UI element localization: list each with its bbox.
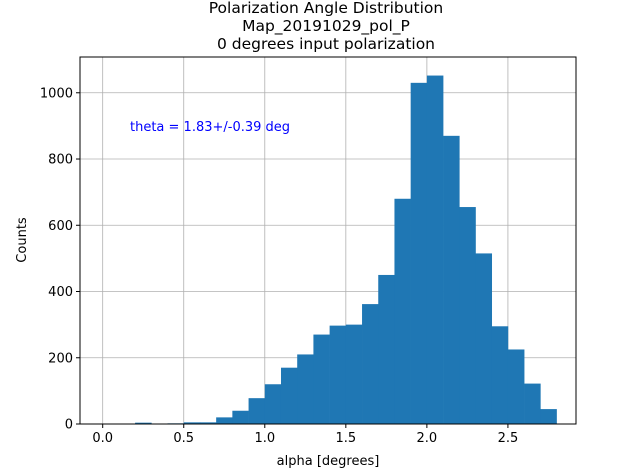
y-axis-ticks: 0 200 400 600 800 1000: [40, 86, 80, 433]
x-tick-label-3: 1.5: [335, 431, 356, 446]
x-axis-label: alpha [degrees]: [277, 454, 380, 469]
y-tick-label-1: 200: [48, 351, 73, 366]
y-tick-label-5: 1000: [40, 86, 73, 101]
y-axis-label: Counts: [15, 217, 30, 263]
x-axis-ticks: 0.0 0.5 1.0 1.5 2.0 2.5: [92, 424, 518, 446]
histogram-bar-26: [524, 383, 541, 424]
histogram-bar-11: [280, 367, 298, 424]
x-tick-label-4: 2.0: [417, 431, 438, 446]
y-tick-label-3: 600: [48, 219, 73, 234]
histogram-bar-18: [394, 198, 411, 424]
x-tick-label-5: 2.5: [498, 431, 519, 446]
theta-annotation: theta = 1.83+/-0.39 deg: [130, 120, 290, 135]
histogram-bars: [135, 75, 557, 424]
y-tick-label-4: 800: [48, 153, 73, 168]
histogram-bar-10: [264, 384, 282, 424]
title-line-3: 0 degrees input polarization: [217, 35, 435, 53]
histogram-bar-14: [329, 325, 347, 424]
histogram-bar-5: [183, 422, 201, 424]
title-line-2: Map_20191029_pol_P: [242, 17, 410, 36]
histogram-bar-12: [297, 354, 314, 424]
histogram-bar-6: [199, 422, 217, 424]
histogram-bar-7: [216, 417, 233, 424]
histogram-bar-8: [232, 410, 249, 424]
histogram-bar-2: [135, 422, 152, 424]
x-tick-label-0: 0.0: [92, 431, 113, 446]
y-tick-label-0: 0: [65, 418, 73, 433]
histogram-bar-16: [362, 304, 379, 424]
histogram-bar-17: [378, 274, 395, 424]
histogram-bar-23: [475, 253, 493, 424]
histogram-bar-13: [313, 334, 330, 424]
y-tick-label-2: 400: [48, 285, 73, 300]
chart-title: Polarization Angle Distribution Map_2019…: [209, 0, 443, 53]
x-tick-label-2: 1.0: [254, 431, 275, 446]
histogram-bar-25: [507, 349, 525, 424]
histogram-bar-27: [540, 409, 557, 424]
histogram-bar-15: [345, 324, 363, 424]
histogram-bar-9: [248, 398, 266, 424]
plot-frame: [79, 56, 577, 425]
histogram-bar-24: [491, 326, 509, 424]
x-tick-label-1: 0.5: [173, 431, 194, 446]
histogram-bar-22: [459, 207, 476, 424]
histogram-bar-19: [410, 82, 428, 424]
histogram-bar-20: [426, 75, 444, 424]
histogram-bar-21: [443, 135, 460, 424]
title-line-1: Polarization Angle Distribution: [209, 0, 443, 17]
